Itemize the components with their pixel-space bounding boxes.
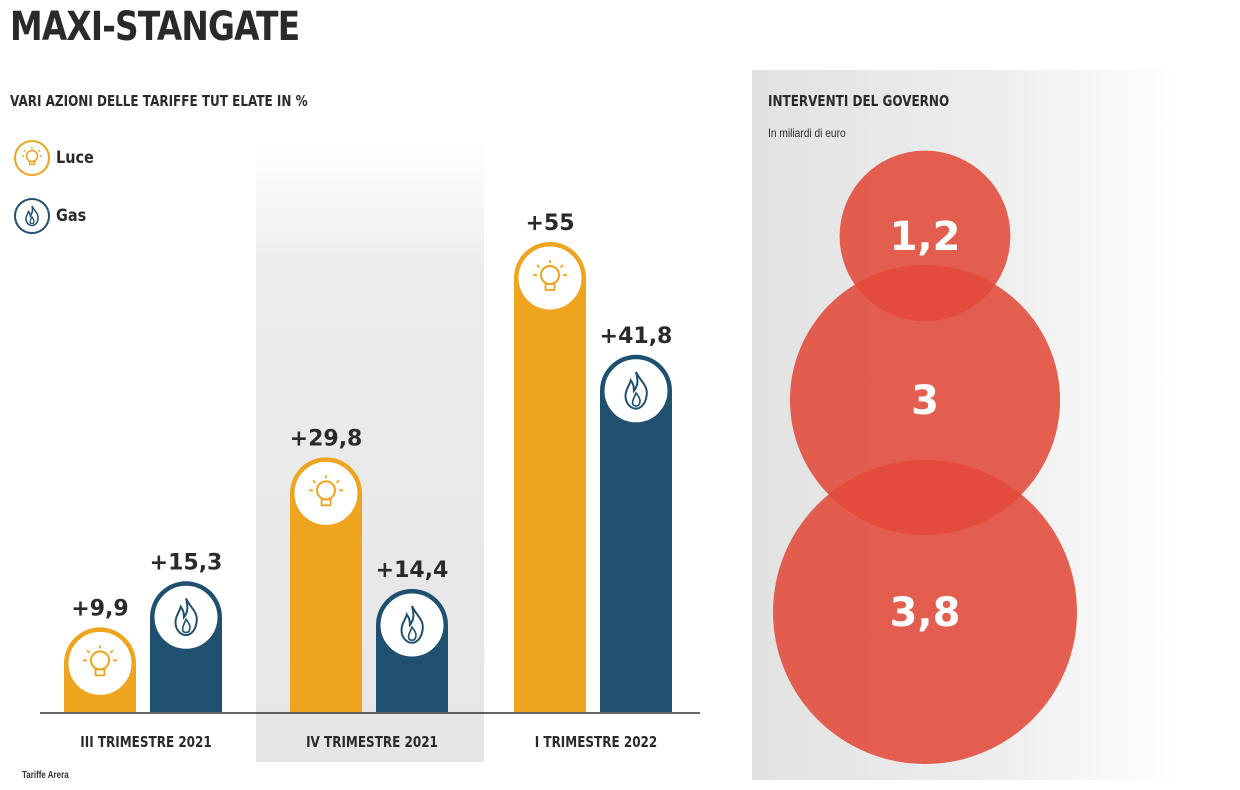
data-label: +9,9	[71, 596, 128, 621]
flame-icon	[14, 198, 50, 234]
bar-gas	[600, 354, 672, 712]
bubble-label: 3	[911, 378, 939, 424]
bubble-label: 1,2	[890, 214, 961, 260]
legend-label: Gas	[56, 206, 87, 226]
bar-gas	[376, 588, 448, 712]
lightbulb-icon	[14, 140, 50, 176]
data-label: +15,3	[150, 550, 223, 575]
bar-luce	[290, 457, 362, 712]
flame-icon	[377, 590, 447, 660]
bubble	[773, 460, 1077, 764]
category-label: III TRIMESTRE 2021	[80, 733, 212, 751]
bar-luce	[64, 627, 136, 712]
lightbulb-icon	[291, 458, 361, 528]
data-label: +41,8	[600, 324, 673, 349]
lightbulb-icon	[515, 243, 585, 313]
category-label: IV TRIMESTRE 2021	[306, 733, 438, 751]
lightbulb-icon	[65, 628, 135, 698]
bubble-label: 3,8	[890, 590, 961, 636]
flame-icon	[151, 582, 221, 652]
bar-gas	[150, 581, 222, 712]
data-label: +14,4	[376, 558, 449, 583]
legend-item-gas: Gas	[14, 198, 92, 234]
bar-luce	[514, 242, 586, 712]
source-note: Tariffe Arera	[22, 770, 69, 781]
bubble	[789, 264, 1061, 536]
legend-item-luce: Luce	[14, 140, 101, 176]
flame-icon	[601, 356, 671, 426]
data-label: +55	[525, 211, 574, 236]
chart-subtitle: VARI AZIONI DELLE TARIFFE TUT ELATE IN %	[10, 92, 308, 110]
government-title: INTERVENTI DEL GOVERNO	[768, 92, 950, 110]
category-label: I TRIMESTRE 2022	[534, 733, 658, 751]
government-unit: In miliardi di euro	[768, 126, 846, 140]
legend-label: Luce	[56, 148, 94, 168]
page-title: MAXI-STANGATE	[10, 4, 300, 50]
data-label: +29,8	[290, 426, 363, 451]
